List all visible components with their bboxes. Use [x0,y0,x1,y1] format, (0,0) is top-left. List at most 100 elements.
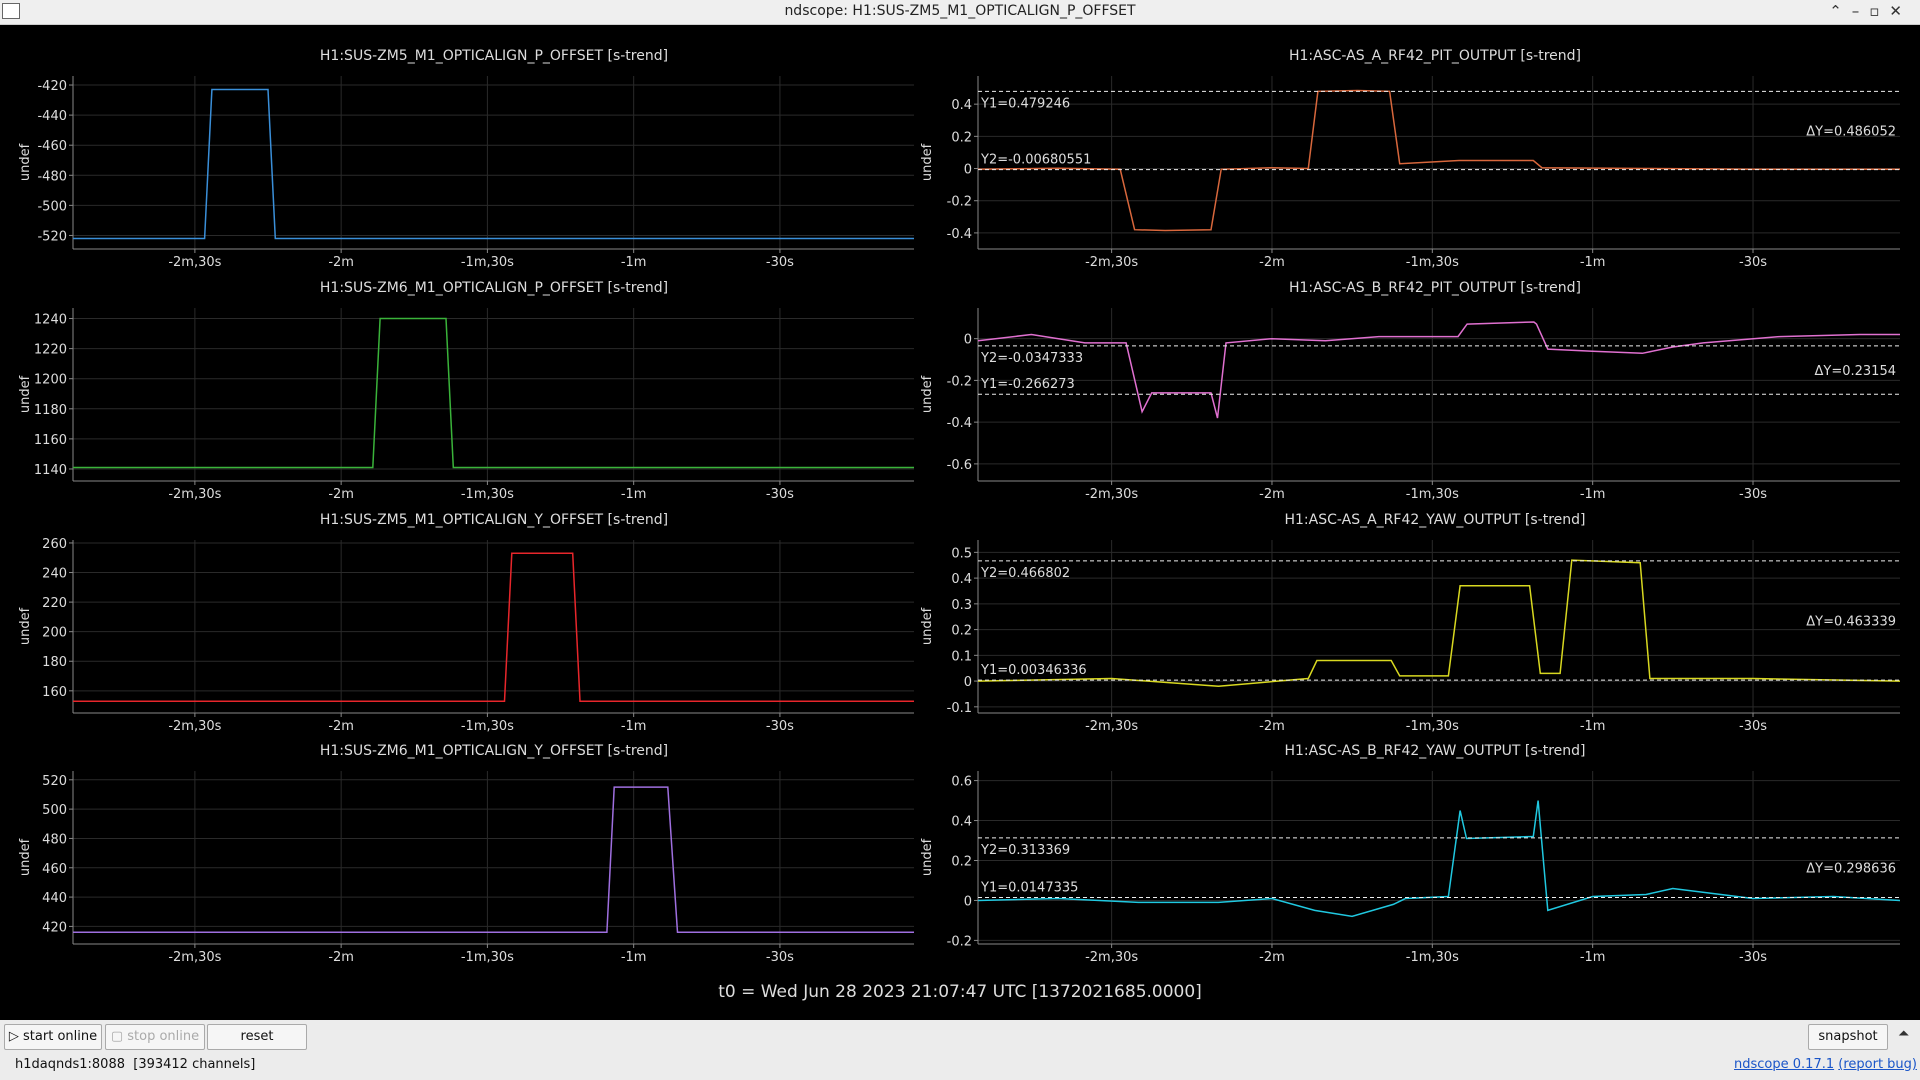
x-tick-label: -1m,30s [461,487,514,502]
y-tick-label: 500 [42,803,67,818]
y-tick-label: 160 [42,685,67,700]
y-tick-label: -0.4 [947,416,972,431]
plot-title: H1:SUS-ZM6_M1_OPTICALIGN_P_OFFSET [s-tre… [320,280,668,296]
expand-arrow[interactable]: ⏶ [1898,1026,1910,1042]
background [0,25,1920,1020]
report-bug-link[interactable]: (report bug) [1838,1057,1917,1072]
y-tick-label: 220 [42,596,67,611]
y-axis-label: undef [920,607,935,645]
x-tick-label: -30s [1739,255,1767,270]
cursor-label: Y2=-0.00680551 [980,153,1091,168]
plot-area: t0 = Wed Jun 28 2023 21:07:47 UTC [13720… [0,25,1920,1020]
y-tick-label: -440 [37,109,67,124]
title-bar: ndscope: H1:SUS-ZM5_M1_OPTICALIGN_P_OFFS… [0,0,1920,25]
y-tick-label: -0.2 [947,934,972,949]
reset-button[interactable]: reset [207,1024,307,1050]
cursor-label: Y2=-0.0347333 [980,351,1083,366]
x-tick-label: -1m,30s [1406,255,1459,270]
cursor-label: Y2=0.313369 [980,843,1070,858]
x-tick-label: -2m,30s [168,950,221,965]
plot-title: H1:ASC-AS_A_RF42_PIT_OUTPUT [s-trend] [1289,48,1581,64]
y-tick-label: 480 [42,832,67,847]
y-tick-label: 0.4 [951,815,972,830]
trend-line [73,786,914,934]
y-tick-label: 0.4 [951,572,972,587]
plot-title: H1:ASC-AS_B_RF42_YAW_OUTPUT [s-trend] [1284,743,1585,759]
y-tick-label: 0.3 [951,598,972,613]
trend-line [977,800,1901,918]
y-tick-label: 420 [42,920,67,935]
y-tick-label: 0.5 [951,546,972,561]
start-online-button[interactable]: ▷ start online [4,1024,102,1050]
app-icon [2,3,20,19]
y-axis-label: undef [18,143,33,181]
window-controls[interactable]: ⌃–▫✕ [1829,2,1912,20]
plot-title: H1:SUS-ZM5_M1_OPTICALIGN_Y_OFFSET [s-tre… [320,512,668,528]
x-tick-label: -1m,30s [1406,719,1459,734]
x-tick-label: -2m,30s [1085,487,1138,502]
x-tick-label: -30s [766,719,794,734]
x-tick-label: -2m,30s [1085,719,1138,734]
cursor-label: Y1=-0.266273 [980,377,1075,392]
trend-line [977,559,1901,687]
y-tick-label: -0.1 [947,701,972,716]
y-tick-label: 0.6 [951,775,972,790]
server-status: h1daqnds1:8088 [393412 channels] [15,1057,256,1072]
x-tick-label: -1m,30s [461,719,514,734]
cursor-label: Y2=0.466802 [980,566,1070,581]
y-tick-label: 0 [964,675,972,690]
y-tick-label: 180 [42,655,67,670]
y-axis-label: undef [920,143,935,181]
x-tick-label: -1m [1580,487,1606,502]
version-link[interactable]: ndscope 0.17.1 [1734,1057,1835,1072]
x-tick-label: -2m [1259,719,1285,734]
y-tick-label: 0.4 [951,98,972,113]
t0-label: t0 = Wed Jun 28 2023 21:07:47 UTC [13720… [718,982,1202,1002]
trend-line [73,88,914,240]
x-tick-label: -2m [328,950,354,965]
x-tick-label: -30s [1739,487,1767,502]
snapshot-button[interactable]: snapshot [1808,1024,1888,1050]
cursor-label: Y1=0.479246 [980,96,1070,111]
y-axis-label: undef [18,375,33,413]
plot-title: H1:ASC-AS_A_RF42_YAW_OUTPUT [s-trend] [1285,512,1586,528]
x-tick-label: -1m [621,719,647,734]
x-tick-label: -1m,30s [1406,950,1459,965]
x-tick-label: -2m [1259,255,1285,270]
y-tick-label: 1160 [34,433,67,448]
trend-line [73,317,914,469]
y-tick-label: -460 [37,139,67,154]
y-tick-label: -420 [37,79,67,94]
y-tick-label: 0 [964,333,972,348]
delta-label: ΔY=0.463339 [1806,615,1896,630]
trend-line [73,552,914,702]
y-tick-label: -0.4 [947,227,972,242]
stop-online-button: ▢ stop online [105,1024,205,1050]
x-tick-label: -2m [328,255,354,270]
delta-label: ΔY=0.298636 [1806,862,1896,877]
plot-title: H1:ASC-AS_B_RF42_PIT_OUTPUT [s-trend] [1289,280,1581,296]
x-tick-label: -2m [328,719,354,734]
version-info: ndscope 0.17.1 (report bug) [1734,1057,1917,1072]
y-tick-label: 0 [964,894,972,909]
x-tick-label: -2m,30s [1085,255,1138,270]
plot-title: H1:SUS-ZM6_M1_OPTICALIGN_Y_OFFSET [s-tre… [320,743,668,759]
delta-label: ΔY=0.486052 [1806,125,1896,140]
y-tick-label: 1220 [34,343,67,358]
y-tick-label: 0.2 [951,854,972,869]
x-tick-label: -1m,30s [1406,487,1459,502]
cursor-label: Y1=0.00346336 [980,663,1087,678]
x-tick-label: -30s [766,255,794,270]
y-tick-label: 0.2 [951,624,972,639]
y-tick-label: 1180 [34,403,67,418]
x-tick-label: -2m,30s [1085,950,1138,965]
x-tick-label: -1m [1580,719,1606,734]
y-tick-label: 0.2 [951,130,972,145]
y-axis-label: undef [18,838,33,876]
y-tick-label: -0.2 [947,195,972,210]
x-tick-label: -2m,30s [168,719,221,734]
x-tick-label: -1m,30s [461,255,514,270]
x-tick-label: -2m [1259,487,1285,502]
button-label: start online [23,1029,98,1044]
